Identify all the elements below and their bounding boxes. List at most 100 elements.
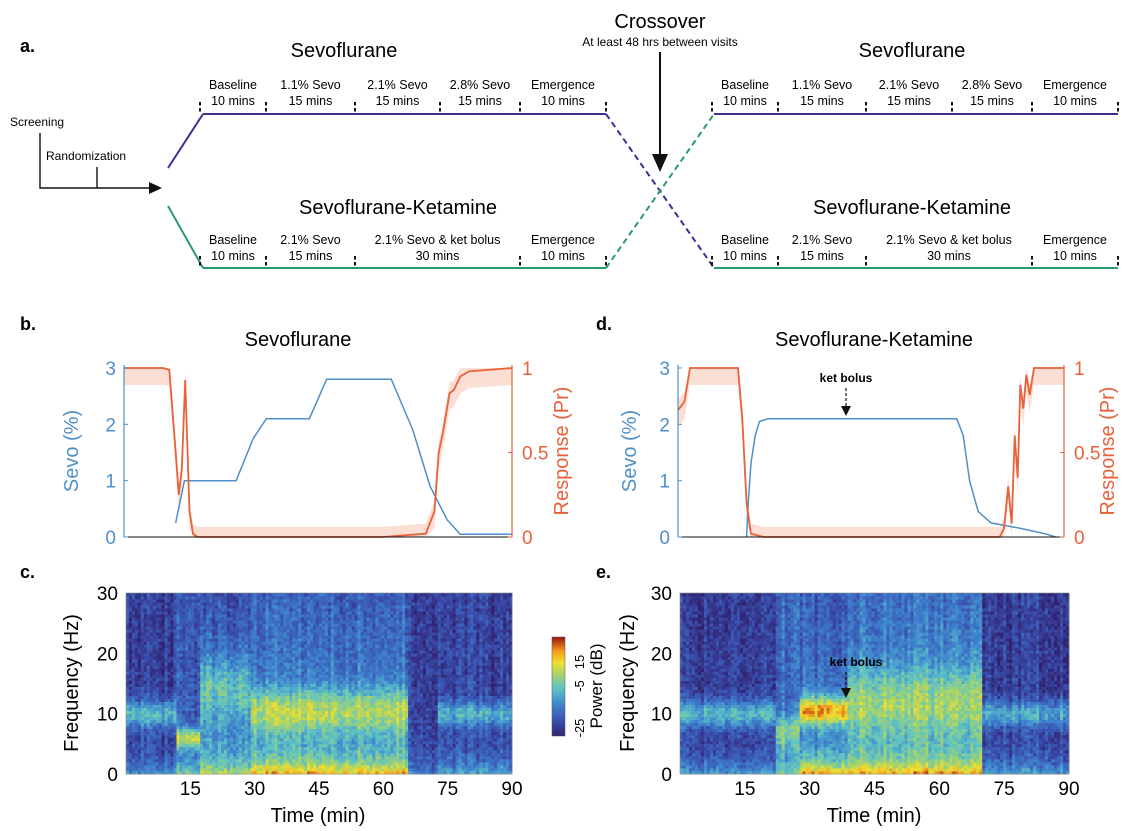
spectrogram-cell [328, 687, 331, 690]
spectrogram-cell [245, 662, 248, 665]
spectrogram-cell [280, 620, 283, 623]
spectrogram-cell [301, 620, 304, 623]
spectrogram-cell [156, 626, 159, 629]
spectrogram-cell [346, 726, 349, 729]
spectrogram-cell [346, 747, 349, 750]
spectrogram-cell [349, 744, 352, 747]
spectrogram-cell [203, 690, 206, 693]
spectrogram-cell [227, 638, 230, 641]
spectrogram-cell [349, 732, 352, 735]
spectrogram-cell [346, 620, 349, 623]
spectrogram-cell [182, 641, 185, 644]
spectrogram-cell [230, 662, 233, 665]
spectrogram-cell [144, 687, 147, 690]
spectrogram-cell [322, 705, 325, 708]
spectrogram-cell [266, 768, 269, 771]
spectrogram-cell [138, 659, 141, 662]
spectrogram-cell [310, 729, 313, 732]
spectrogram-cell [141, 671, 144, 674]
spectrogram-cell [334, 641, 337, 644]
spectrogram-cell [355, 768, 358, 771]
spectrogram-cell [159, 705, 162, 708]
spectrogram-cell [307, 726, 310, 729]
spectrogram-cell [153, 665, 156, 668]
spectrogram-cell [331, 647, 334, 650]
spectrogram-cell [328, 614, 331, 617]
spectrogram-cell [230, 677, 233, 680]
spectrogram-cell [304, 623, 307, 626]
spectrogram-cell [346, 762, 349, 765]
spectrogram-cell [138, 641, 141, 644]
spectrogram-cell [358, 674, 361, 677]
spectrogram-cell [141, 711, 144, 714]
spectrogram-cell [337, 699, 340, 702]
spectrogram-cell [239, 699, 242, 702]
spectrogram-cell [171, 753, 174, 756]
spectrogram-cell [313, 635, 316, 638]
spectrogram-cell [171, 641, 174, 644]
spectrogram-cell [266, 708, 269, 711]
spectrogram-cell [191, 747, 194, 750]
spectrogram-cell [295, 726, 298, 729]
spectrogram-cell [248, 762, 251, 765]
spectrogram-cell [191, 732, 194, 735]
spectrogram-cell [188, 693, 191, 696]
spectrogram-cell [162, 747, 165, 750]
spectrogram-cell [179, 593, 182, 596]
spectrogram-cell [266, 659, 269, 662]
spectrogram-cell [295, 717, 298, 720]
spectrogram-cell [197, 735, 200, 738]
spectrogram-cell [194, 705, 197, 708]
spectrogram-cell [150, 735, 153, 738]
spectrogram-cell [159, 744, 162, 747]
spectrogram-cell [280, 747, 283, 750]
spectrogram-cell [194, 680, 197, 683]
spectrogram-cell [165, 693, 168, 696]
spectrogram-cell [224, 668, 227, 671]
spectrogram-cell [316, 677, 319, 680]
spectrogram-cell [361, 674, 364, 677]
spectrogram-cell [150, 611, 153, 614]
spectrogram-cell [129, 638, 132, 641]
spectrogram-cell [316, 744, 319, 747]
spectrogram-cell [283, 665, 286, 668]
spectrogram-cell [144, 741, 147, 744]
spectrogram-cell [156, 674, 159, 677]
spectrogram-cell [212, 659, 215, 662]
spectrogram-cell [343, 599, 346, 602]
spectrogram-cell [298, 626, 301, 629]
spectrogram-cell [271, 762, 274, 765]
sevoket-arm-title-left: Sevoflurane-Ketamine [299, 197, 497, 219]
spectrogram-cell [144, 729, 147, 732]
spectrogram-cell [200, 608, 203, 611]
spectrogram-cell [322, 738, 325, 741]
spectrogram-cell [227, 629, 230, 632]
spectrogram-cell [233, 635, 236, 638]
spectrogram-cell [260, 723, 263, 726]
spectrogram-cell [310, 702, 313, 705]
spectrogram-cell [194, 756, 197, 759]
spectrogram-cell [165, 768, 168, 771]
spectrogram-cell [174, 765, 177, 768]
spectrogram-cell [153, 765, 156, 768]
spectrogram-cell [334, 665, 337, 668]
spectrogram-cell [153, 720, 156, 723]
spectrogram-cell [132, 756, 135, 759]
spectrogram-cell [251, 696, 254, 699]
spectrogram-cell [337, 668, 340, 671]
spectrogram-cell [358, 596, 361, 599]
spectrogram-cell [174, 638, 177, 641]
spectrogram-cell [171, 629, 174, 632]
spectrogram-cell [364, 744, 367, 747]
spectrogram-cell [159, 699, 162, 702]
spectrogram-cell [159, 629, 162, 632]
spectrogram-cell [188, 650, 191, 653]
spectrogram-cell [334, 662, 337, 665]
spectrogram-cell [191, 605, 194, 608]
spectrogram-cell [352, 641, 355, 644]
spectrogram-cell [307, 629, 310, 632]
spectrogram-cell [165, 608, 168, 611]
spectrogram-cell [343, 635, 346, 638]
spectrogram-cell [221, 668, 224, 671]
segment-divider [199, 102, 201, 106]
